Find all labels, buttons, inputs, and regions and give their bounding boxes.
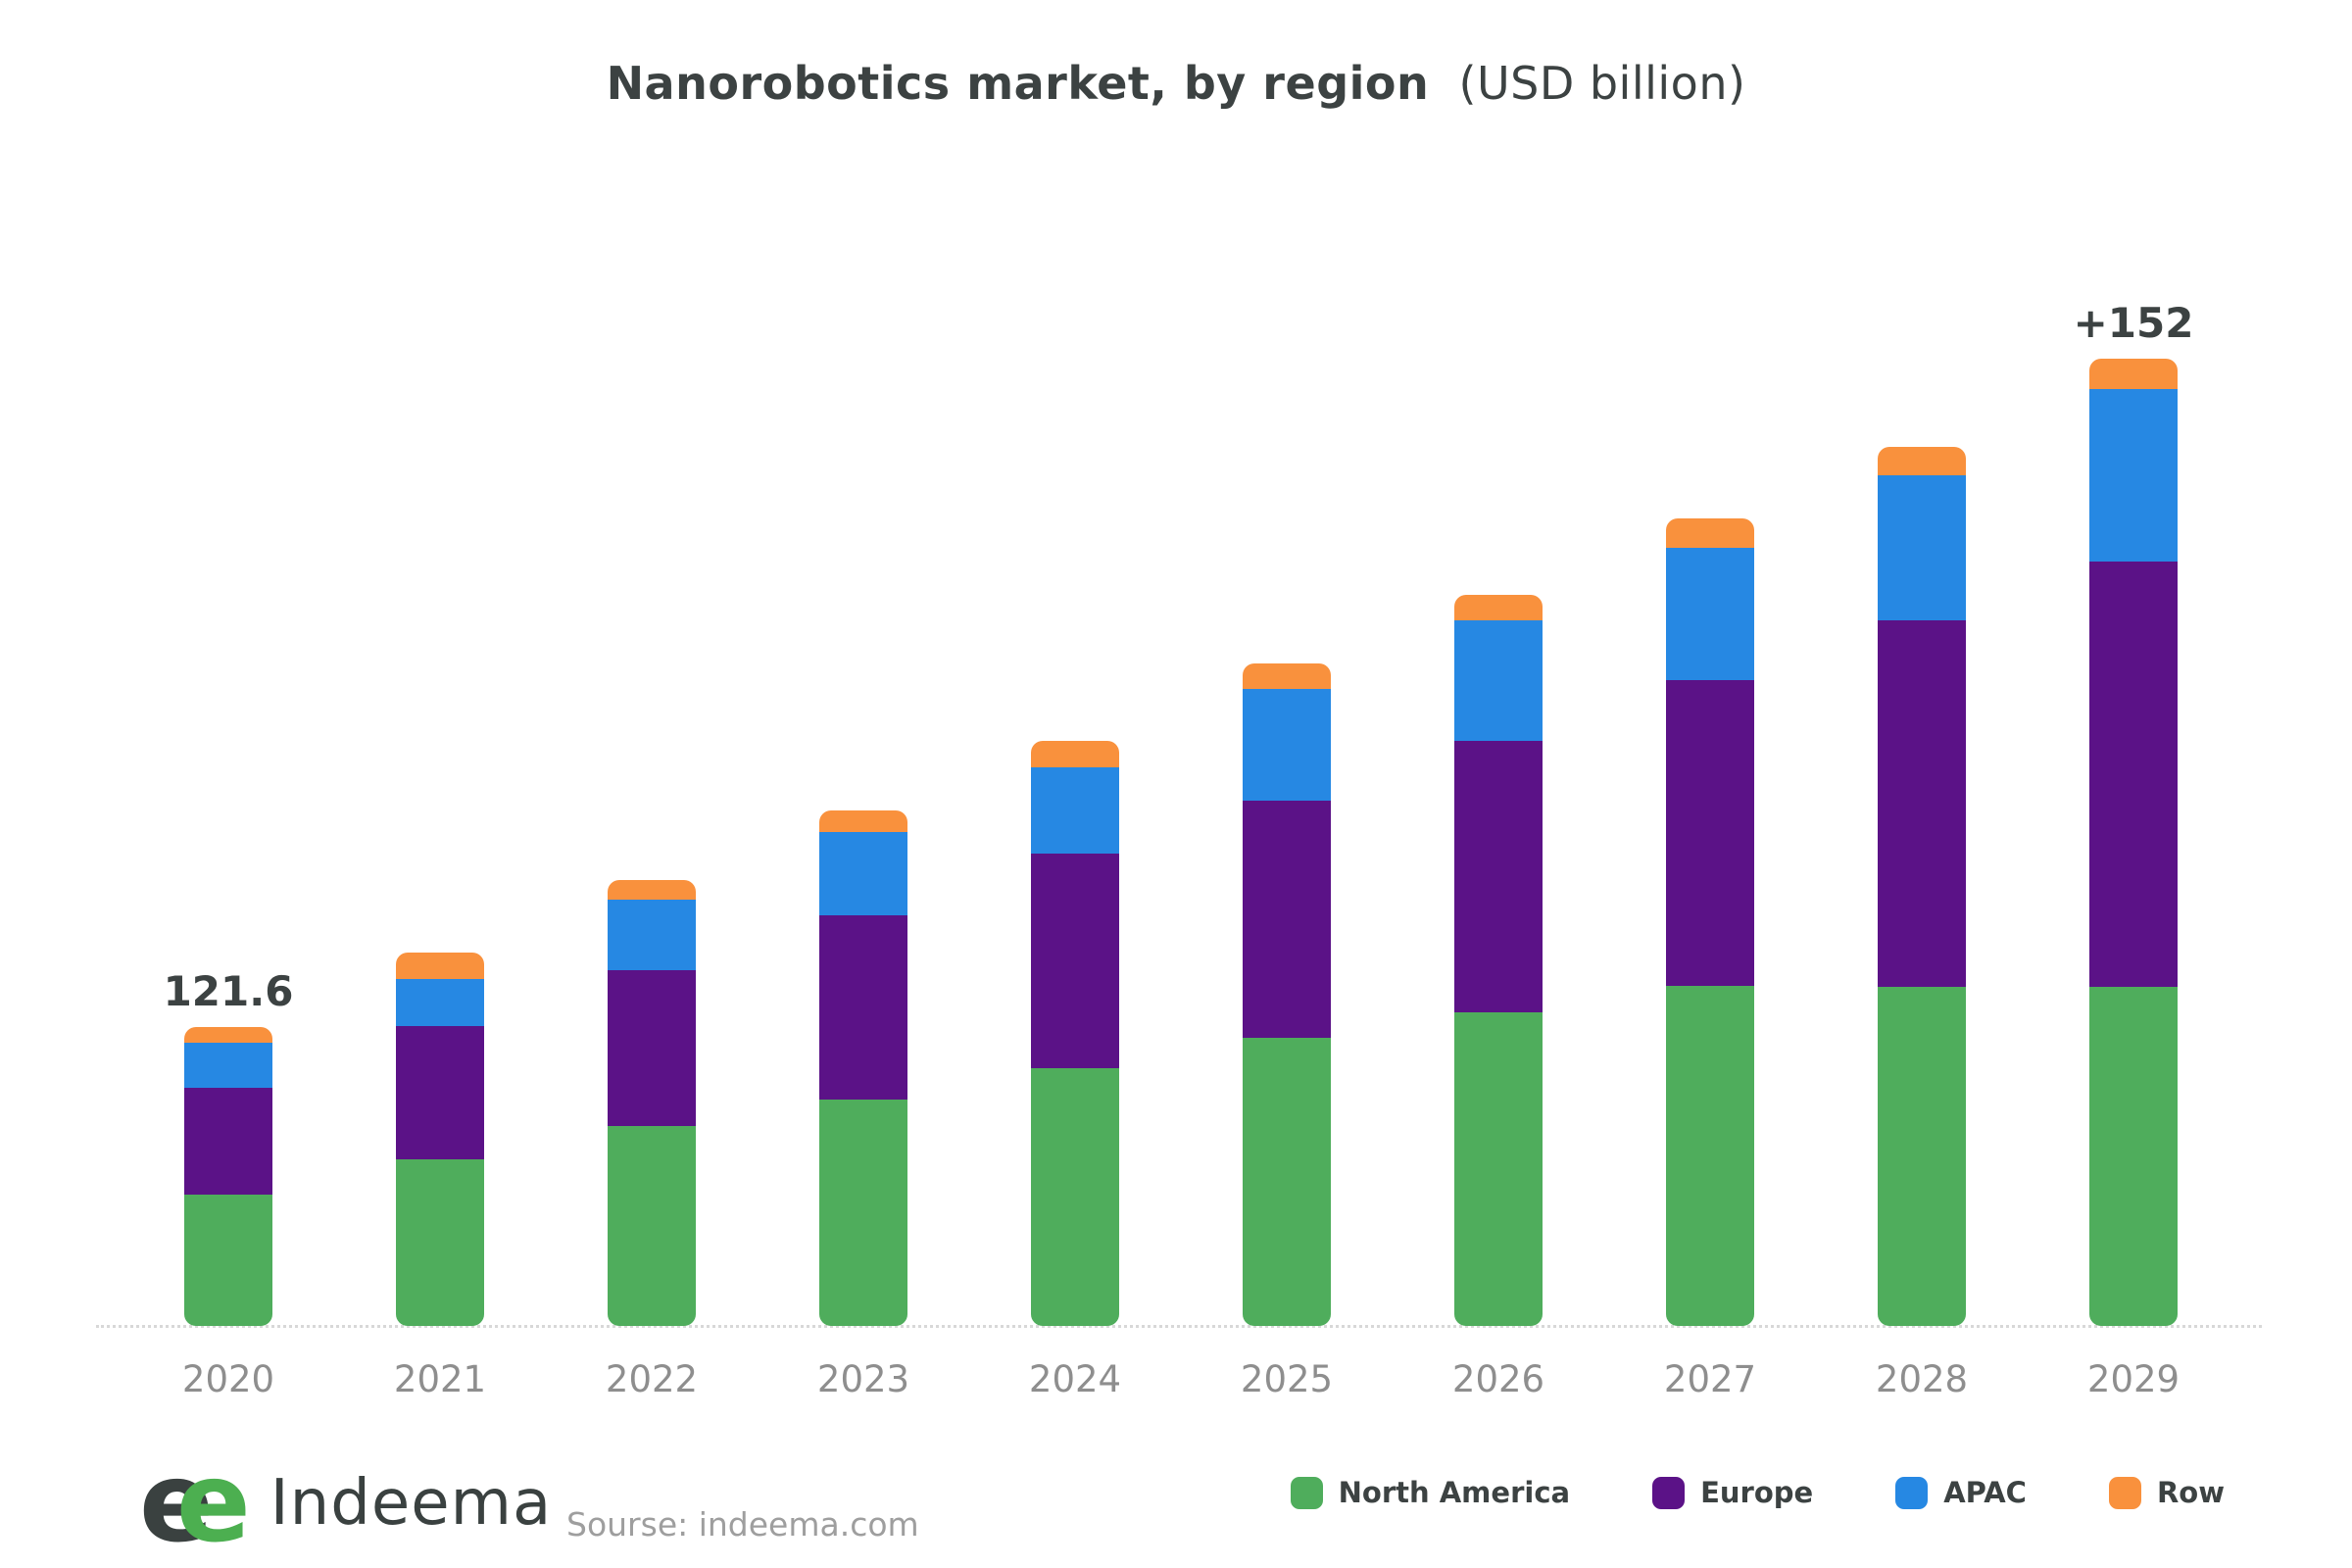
bar-2028 <box>1878 447 1966 1326</box>
bar-2026 <box>1454 595 1543 1326</box>
legend-swatch-apac <box>1895 1476 1929 1509</box>
segment-2020-europe <box>184 1087 272 1196</box>
segment-2025-row <box>1243 663 1331 690</box>
segment-2022-apac <box>608 899 696 971</box>
x-tick-label-2023: 2023 <box>816 1358 910 1400</box>
segment-2020-apac <box>184 1043 272 1088</box>
legend-item-north-america: North America <box>1290 1476 1571 1509</box>
bar-2022 <box>608 879 696 1326</box>
legend-swatch-north-america <box>1290 1476 1323 1509</box>
segment-2024-north-america <box>1031 1067 1119 1326</box>
x-axis-line <box>96 1325 2262 1328</box>
segment-2025-north-america <box>1243 1038 1331 1326</box>
segment-2028-row <box>1878 447 1966 476</box>
logo-wordmark: Indeema <box>270 1467 553 1540</box>
x-tick-label-2024: 2024 <box>1028 1358 1122 1400</box>
chart-title-suffix: (USD billion) <box>1458 57 1746 110</box>
bar-2025 <box>1243 663 1331 1326</box>
segment-2027-north-america <box>1666 986 1754 1326</box>
segment-2022-north-america <box>608 1126 696 1326</box>
segment-2024-europe <box>1031 853 1119 1068</box>
x-tick-label-2022: 2022 <box>605 1358 699 1400</box>
segment-2029-europe <box>2089 562 2178 988</box>
legend-label-north-america: North America <box>1338 1476 1571 1509</box>
source-caption: Sourse: indeema.com <box>566 1505 919 1544</box>
segment-2027-row <box>1666 518 1754 549</box>
segment-2021-europe <box>396 1026 484 1159</box>
x-tick-label-2020: 2020 <box>181 1358 275 1400</box>
segment-2028-north-america <box>1878 987 1966 1326</box>
logo-e-dark: e <box>139 1440 214 1567</box>
x-tick-label-2026: 2026 <box>1451 1358 1545 1400</box>
segment-2028-europe <box>1878 620 1966 988</box>
segment-2023-north-america <box>819 1100 907 1326</box>
legend-label-apac: APAC <box>1943 1476 2027 1509</box>
segment-2026-apac <box>1454 620 1543 742</box>
legend-item-apac: APAC <box>1895 1476 2027 1509</box>
indeema-logo: ee Indeema <box>139 1448 553 1558</box>
x-tick-label-2021: 2021 <box>393 1358 487 1400</box>
bar-2021 <box>396 953 484 1326</box>
x-tick-label-2027: 2027 <box>1663 1358 1757 1400</box>
segment-2020-north-america <box>184 1195 272 1326</box>
bar-2029 <box>2089 358 2178 1326</box>
segment-2021-north-america <box>396 1158 484 1326</box>
segment-2021-row <box>396 953 484 980</box>
segment-2029-north-america <box>2089 987 2178 1326</box>
bar-2027 <box>1666 518 1754 1326</box>
segment-2023-europe <box>819 915 907 1101</box>
legend-swatch-europe <box>1652 1476 1686 1509</box>
legend-label-europe: Europe <box>1700 1476 1814 1509</box>
indeema-logo-icon: ee <box>139 1448 251 1558</box>
x-tick-label-2028: 2028 <box>1875 1358 1969 1400</box>
chart-title: Nanorobotics market, by region (USD bill… <box>0 57 2352 110</box>
segment-2026-north-america <box>1454 1011 1543 1326</box>
segment-2028-apac <box>1878 475 1966 621</box>
segment-2027-europe <box>1666 680 1754 987</box>
legend-swatch-row <box>2108 1476 2141 1509</box>
segment-2029-apac <box>2089 389 2178 563</box>
segment-2026-row <box>1454 595 1543 621</box>
bar-2023 <box>819 810 907 1326</box>
segment-2020-row <box>184 1026 272 1044</box>
segment-2023-apac <box>819 832 907 916</box>
bar-2020 <box>184 1026 272 1326</box>
segment-2024-apac <box>1031 767 1119 854</box>
chart-title-main: Nanorobotics market, by region <box>606 57 1430 110</box>
segment-2022-row <box>608 879 696 900</box>
segment-2026-europe <box>1454 741 1543 1012</box>
x-tick-label-2029: 2029 <box>2086 1358 2180 1400</box>
segment-2025-apac <box>1243 689 1331 802</box>
segment-2029-row <box>2089 358 2178 390</box>
value-annotation-2029: +152 <box>2073 298 2194 347</box>
legend: North America Europe APAC Row <box>1290 1476 2225 1509</box>
legend-item-row: Row <box>2108 1476 2225 1509</box>
legend-item-europe: Europe <box>1652 1476 1813 1509</box>
x-tick-label-2025: 2025 <box>1240 1358 1334 1400</box>
segment-2024-row <box>1031 741 1119 768</box>
value-annotation-2020: 121.6 <box>163 966 294 1015</box>
segment-2021-apac <box>396 979 484 1027</box>
segment-2022-europe <box>608 970 696 1127</box>
segment-2027-apac <box>1666 548 1754 681</box>
logo-e-green: e <box>175 1440 251 1567</box>
legend-label-row: Row <box>2156 1476 2225 1509</box>
segment-2025-europe <box>1243 801 1331 1039</box>
segment-2023-row <box>819 810 907 833</box>
bar-2024 <box>1031 741 1119 1326</box>
